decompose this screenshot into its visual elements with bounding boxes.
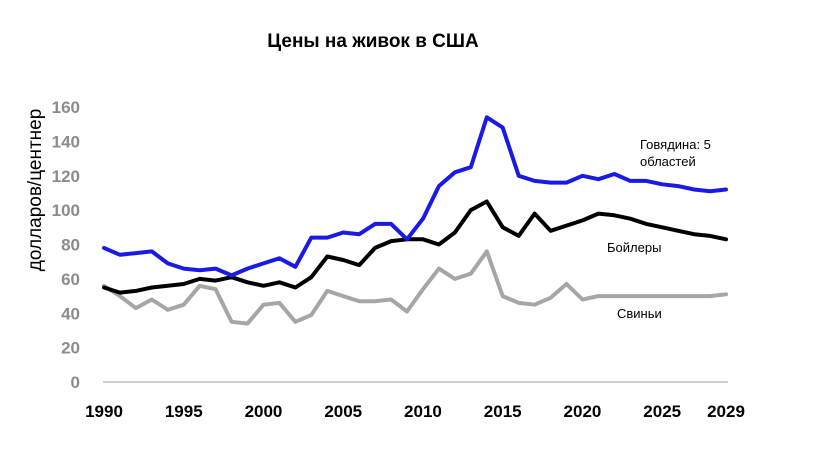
x-tick-label: 2005 <box>324 402 362 421</box>
y-tick-label: 80 <box>61 236 80 255</box>
x-tick-label: 2020 <box>564 402 602 421</box>
series-label-2: Свиньи <box>617 306 662 321</box>
y-tick-label: 100 <box>52 201 80 220</box>
x-tick-label: 2025 <box>643 402 681 421</box>
y-tick-label: 60 <box>61 270 80 289</box>
chart-title: Цены на живок в США <box>267 31 479 52</box>
y-axis-label: долларов/центнер <box>25 109 46 272</box>
series-line-1 <box>102 199 728 295</box>
series-line-0 <box>102 115 728 278</box>
x-tick-label: 2029 <box>707 402 745 421</box>
x-tick-label: 1995 <box>165 402 203 421</box>
series-labels: Говядина: 5 областей Бойлеры Свиньи <box>607 137 711 321</box>
y-tick-label: 0 <box>71 373 80 392</box>
series-lines <box>102 115 728 326</box>
x-tick-label: 2015 <box>484 402 522 421</box>
x-axis-ticks: 1990 1995 2000 2005 2010 2015 2020 2025 2029 <box>85 402 745 421</box>
y-axis-ticks: 0 20 40 60 80 100 120 140 160 <box>52 98 80 392</box>
y-tick-label: 160 <box>52 98 80 117</box>
y-tick-label: 20 <box>61 339 80 358</box>
x-tick-label: 2010 <box>404 402 442 421</box>
y-tick-label: 140 <box>52 132 80 151</box>
series-label-1: Бойлеры <box>607 240 661 255</box>
x-tick-label: 2000 <box>245 402 283 421</box>
y-tick-label: 40 <box>61 304 80 323</box>
series-label-0: Говядина: 5 <box>640 137 711 152</box>
series-line-2 <box>102 249 728 326</box>
x-tick-label: 1990 <box>85 402 123 421</box>
series-label-0: областей <box>640 154 696 169</box>
y-tick-label: 120 <box>52 167 80 186</box>
